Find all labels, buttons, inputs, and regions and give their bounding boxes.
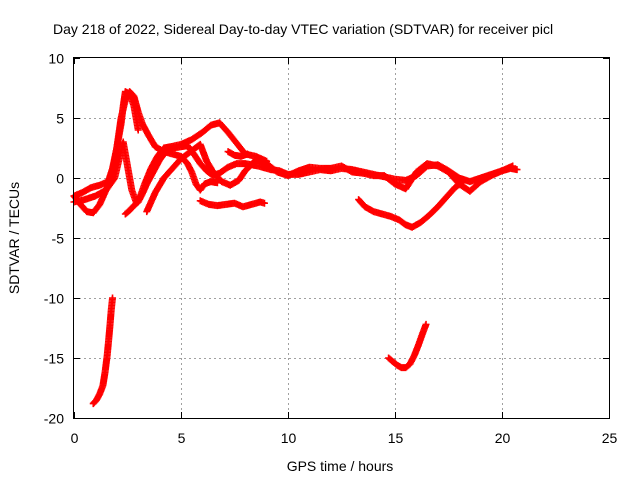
data-point bbox=[422, 320, 430, 328]
data-point bbox=[458, 178, 466, 186]
x-tick-label: 15 bbox=[388, 430, 404, 446]
data-point bbox=[134, 126, 142, 134]
x-tick-label: 0 bbox=[71, 430, 79, 446]
series-track-j bbox=[385, 320, 430, 372]
data-point bbox=[459, 178, 467, 186]
data-point bbox=[243, 150, 251, 158]
data-point bbox=[509, 162, 517, 170]
series-track-i bbox=[89, 294, 117, 408]
data-points bbox=[70, 88, 521, 408]
series-track-e bbox=[143, 140, 517, 216]
y-tick-labels: -20 -15 -10 -5 0 5 10 bbox=[44, 51, 64, 427]
y-tick-label: 10 bbox=[48, 51, 64, 67]
y-tick-label: 0 bbox=[56, 171, 64, 187]
y-tick-label: -20 bbox=[44, 411, 64, 427]
data-point bbox=[260, 199, 268, 207]
y-axis-label: SDTVAR / TECUs bbox=[6, 182, 22, 294]
y-tick-label: -15 bbox=[44, 351, 64, 367]
x-tick-label: 25 bbox=[602, 430, 618, 446]
grid bbox=[74, 58, 609, 418]
plot-frame bbox=[73, 57, 610, 419]
y-tick-label: 5 bbox=[56, 111, 64, 127]
y-tick-label: -10 bbox=[44, 291, 64, 307]
series-track-f bbox=[196, 197, 268, 211]
x-axis-label: GPS time / hours bbox=[287, 458, 394, 474]
series-track-g bbox=[224, 148, 251, 160]
x-tick-label: 10 bbox=[281, 430, 297, 446]
x-tick-labels: 0 5 10 15 20 25 bbox=[71, 430, 618, 446]
series-track-h bbox=[355, 178, 467, 231]
series-track-b bbox=[70, 88, 221, 200]
x-tick-label: 5 bbox=[178, 430, 186, 446]
y-tick-label: -5 bbox=[52, 231, 65, 247]
data-point bbox=[513, 166, 521, 174]
data-point bbox=[109, 294, 117, 302]
x-tick-label: 20 bbox=[495, 430, 511, 446]
chart-title: Day 218 of 2022, Sidereal Day-to-day VTE… bbox=[53, 21, 553, 37]
